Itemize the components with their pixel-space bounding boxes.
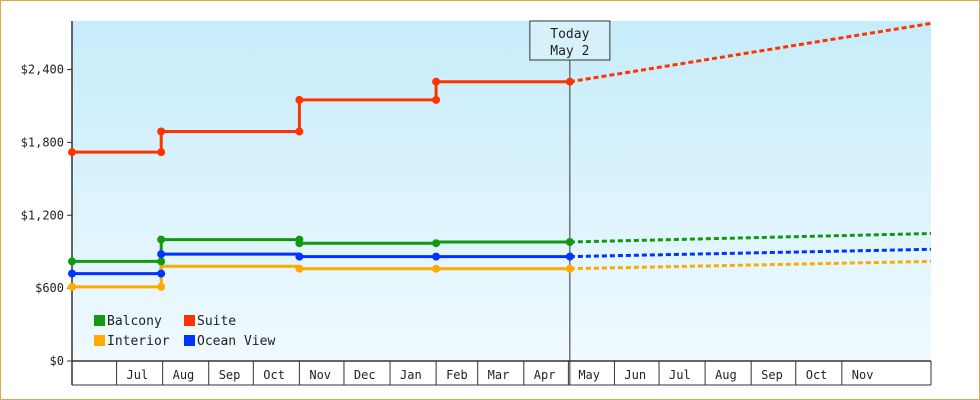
data-point-balcony	[565, 238, 574, 246]
x-tick-label: Oct	[806, 368, 828, 382]
data-point-balcony	[157, 257, 166, 266]
today-label-box	[529, 20, 611, 61]
projection-line-suite	[569, 21, 932, 84]
today-indicator: Today May 2	[529, 20, 611, 385]
data-point-balcony	[157, 235, 166, 244]
data-point-balcony	[68, 257, 76, 266]
x-tick-label: Jul	[127, 368, 149, 382]
data-point-suite	[295, 95, 304, 104]
data-point-interior	[68, 282, 76, 291]
today-label: Today	[550, 27, 589, 42]
data-point-interior	[295, 264, 304, 273]
data-point-ocean-view	[157, 250, 166, 259]
legend-swatch-ocean-view	[184, 335, 195, 346]
data-markers	[68, 77, 574, 291]
data-point-ocean-view	[157, 269, 166, 278]
data-point-suite	[157, 127, 166, 136]
x-tick-label: Apr	[534, 368, 556, 382]
data-point-suite	[432, 77, 441, 86]
plot-area	[72, 21, 931, 361]
data-point-suite	[157, 148, 166, 157]
legend-swatch-suite	[184, 315, 195, 326]
projection-line-interior	[569, 259, 932, 271]
data-point-ocean-view	[432, 252, 441, 261]
data-point-interior	[432, 264, 441, 273]
y-axis: $0 $600 $1,200 $1,800 $2,400	[21, 21, 73, 385]
x-tick-label: Jul	[669, 368, 691, 382]
y-tick-label: $2,400	[21, 63, 64, 77]
data-point-suite	[295, 127, 304, 136]
x-tick-label: Oct	[263, 368, 285, 382]
projection-line-ocean-view	[569, 247, 932, 259]
data-point-ocean-view	[295, 252, 304, 261]
x-tick-label: Aug	[173, 368, 195, 382]
legend-swatch-balcony	[94, 315, 105, 326]
y-tick-label: $600	[35, 281, 64, 295]
legend: Balcony Suite Interior Ocean View	[94, 314, 275, 349]
legend-swatch-interior	[94, 335, 105, 346]
x-tick-label: Nov	[852, 368, 874, 382]
series-line-interior	[72, 264, 570, 289]
legend-label-interior: Interior	[107, 334, 170, 349]
x-tick-label: Aug	[715, 368, 737, 382]
y-tick-label: $1,200	[21, 208, 64, 222]
data-point-balcony	[295, 239, 304, 248]
legend-label-balcony: Balcony	[107, 314, 162, 329]
legend-label-ocean-view: Ocean View	[197, 334, 275, 349]
data-point-suite	[565, 77, 574, 86]
x-tick-label: Nov	[309, 368, 331, 382]
x-axis: Jul Aug Sep Oct Nov Dec Jan Feb Mar Apr May Jun Jul A…	[72, 360, 932, 386]
series-line-ocean-view	[72, 252, 570, 276]
x-tick-label: Feb	[446, 368, 468, 382]
data-point-interior	[157, 282, 166, 291]
y-tick-label: $1,800	[21, 135, 64, 149]
today-date-label: May 2	[550, 44, 589, 59]
x-tick-label: Mar	[488, 368, 510, 382]
data-point-ocean-view	[68, 269, 76, 278]
x-tick-label: Sep	[761, 368, 783, 382]
data-point-ocean-view	[565, 252, 574, 261]
legend-label-suite: Suite	[197, 314, 236, 329]
data-point-suite	[432, 95, 441, 104]
x-tick-label: Dec	[354, 368, 376, 382]
x-tick-label: Jun	[624, 368, 646, 382]
x-tick-label: Sep	[219, 368, 241, 382]
x-tick-label: Jan	[400, 368, 422, 382]
data-point-balcony	[432, 239, 441, 248]
projection-line-balcony	[569, 232, 932, 244]
x-tick-label: May	[578, 368, 600, 382]
y-tick-label: $0	[50, 354, 64, 368]
data-point-interior	[565, 264, 574, 273]
data-point-suite	[68, 148, 76, 157]
